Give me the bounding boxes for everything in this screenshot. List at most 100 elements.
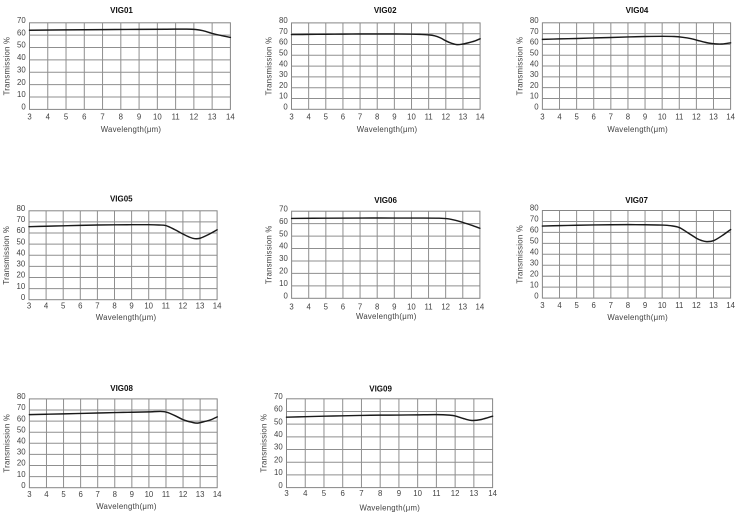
svg-text:40: 40	[530, 59, 539, 68]
svg-text:Wavelength(μm): Wavelength(μm)	[357, 125, 418, 134]
svg-text:60: 60	[17, 414, 26, 423]
svg-text:40: 40	[17, 437, 26, 446]
svg-text:10: 10	[530, 92, 539, 101]
svg-text:4: 4	[306, 112, 311, 121]
svg-text:12: 12	[441, 302, 450, 311]
svg-text:9: 9	[137, 113, 141, 122]
svg-text:8: 8	[626, 112, 630, 121]
svg-text:Transmission %: Transmission %	[2, 226, 11, 285]
svg-text:14: 14	[476, 302, 485, 311]
svg-text:0: 0	[534, 103, 539, 112]
svg-text:80: 80	[530, 16, 539, 25]
svg-text:13: 13	[470, 489, 479, 498]
svg-text:14: 14	[726, 301, 735, 310]
svg-text:3: 3	[289, 112, 293, 121]
svg-text:40: 40	[17, 53, 26, 62]
svg-text:Transmission %: Transmission %	[2, 414, 11, 473]
svg-text:70: 70	[530, 215, 539, 224]
svg-text:3: 3	[27, 302, 31, 311]
svg-text:11: 11	[675, 301, 683, 310]
svg-text:13: 13	[709, 301, 718, 310]
svg-text:Transmission %: Transmission %	[515, 37, 524, 96]
svg-text:VIG08: VIG08	[110, 384, 133, 393]
svg-text:4: 4	[44, 302, 49, 311]
svg-text:60: 60	[530, 38, 539, 47]
svg-text:VIG07: VIG07	[625, 196, 648, 205]
svg-text:0: 0	[21, 481, 26, 490]
svg-text:12: 12	[692, 301, 701, 310]
svg-text:VIG06: VIG06	[374, 196, 397, 205]
svg-text:VIG05: VIG05	[110, 195, 133, 204]
svg-text:8: 8	[113, 490, 117, 499]
svg-text:10: 10	[145, 490, 154, 499]
svg-text:10: 10	[17, 282, 26, 291]
svg-text:Wavelength(μm): Wavelength(μm)	[356, 312, 417, 321]
svg-text:8: 8	[119, 113, 123, 122]
svg-text:Transmission %: Transmission %	[265, 37, 274, 96]
svg-text:0: 0	[21, 293, 26, 302]
svg-text:20: 20	[17, 271, 26, 280]
svg-text:12: 12	[190, 113, 199, 122]
svg-text:50: 50	[530, 237, 539, 246]
svg-text:Wavelength(μm): Wavelength(μm)	[607, 125, 668, 134]
svg-text:5: 5	[324, 112, 329, 121]
svg-text:7: 7	[100, 113, 104, 122]
svg-text:10: 10	[274, 468, 283, 477]
svg-text:20: 20	[17, 78, 26, 87]
svg-text:Transmission %: Transmission %	[3, 37, 12, 96]
svg-text:60: 60	[279, 217, 288, 226]
svg-text:Wavelength(μm): Wavelength(μm)	[96, 502, 157, 511]
svg-text:10: 10	[658, 301, 667, 310]
svg-text:80: 80	[279, 16, 288, 25]
svg-text:14: 14	[488, 489, 497, 498]
svg-text:11: 11	[675, 112, 683, 121]
svg-text:6: 6	[82, 113, 86, 122]
svg-text:20: 20	[279, 81, 288, 90]
svg-text:11: 11	[172, 113, 180, 122]
svg-text:10: 10	[413, 489, 422, 498]
svg-text:0: 0	[283, 103, 288, 112]
svg-text:5: 5	[61, 302, 66, 311]
svg-text:8: 8	[378, 489, 382, 498]
svg-text:Transmission %: Transmission %	[515, 225, 524, 284]
svg-text:4: 4	[44, 490, 49, 499]
svg-text:7: 7	[358, 112, 362, 121]
svg-text:Wavelength(μm): Wavelength(μm)	[96, 313, 157, 322]
svg-text:20: 20	[279, 267, 288, 276]
svg-text:4: 4	[557, 112, 562, 121]
svg-text:5: 5	[64, 113, 69, 122]
svg-text:8: 8	[375, 112, 379, 121]
svg-text:13: 13	[196, 490, 205, 499]
svg-text:14: 14	[726, 112, 735, 121]
svg-text:7: 7	[358, 302, 362, 311]
svg-text:5: 5	[574, 112, 579, 121]
svg-text:40: 40	[279, 59, 288, 68]
svg-text:14: 14	[226, 113, 235, 122]
svg-text:0: 0	[278, 481, 283, 490]
svg-text:80: 80	[17, 392, 26, 401]
svg-text:60: 60	[17, 28, 26, 37]
svg-text:50: 50	[530, 48, 539, 57]
svg-text:40: 40	[530, 248, 539, 257]
svg-text:11: 11	[425, 302, 433, 311]
svg-text:4: 4	[46, 113, 51, 122]
svg-text:9: 9	[392, 112, 396, 121]
svg-text:9: 9	[643, 112, 647, 121]
svg-text:30: 30	[17, 260, 26, 269]
svg-text:13: 13	[458, 302, 467, 311]
svg-text:10: 10	[144, 302, 153, 311]
svg-text:6: 6	[592, 112, 596, 121]
svg-text:5: 5	[322, 489, 327, 498]
svg-text:4: 4	[307, 302, 312, 311]
svg-text:10: 10	[407, 112, 416, 121]
svg-text:50: 50	[17, 425, 26, 434]
svg-text:13: 13	[709, 112, 718, 121]
svg-text:40: 40	[279, 242, 288, 251]
svg-text:3: 3	[289, 302, 293, 311]
svg-text:11: 11	[162, 490, 170, 499]
svg-text:3: 3	[540, 112, 544, 121]
svg-text:Wavelength(μm): Wavelength(μm)	[360, 503, 421, 512]
svg-text:5: 5	[61, 490, 66, 499]
svg-text:70: 70	[279, 204, 288, 213]
svg-text:6: 6	[341, 112, 345, 121]
